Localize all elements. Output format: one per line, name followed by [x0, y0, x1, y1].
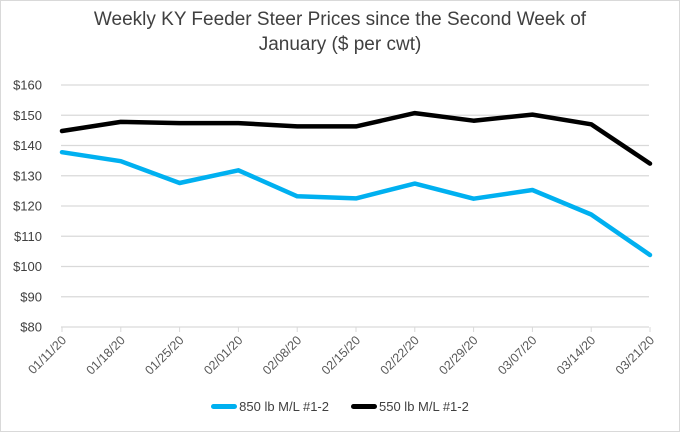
- x-tick-label: 02/01/20: [201, 333, 245, 377]
- x-tick-label: 02/08/20: [260, 333, 304, 377]
- x-tick-label: 02/15/20: [319, 333, 363, 377]
- series-line-850lb: [59, 149, 653, 258]
- y-tick-label: $160: [13, 78, 42, 93]
- y-tick-label: $90: [20, 289, 42, 304]
- x-tick-label: 02/22/20: [378, 333, 422, 377]
- x-tick-label: 01/11/20: [25, 333, 69, 377]
- y-tick-label: $110: [14, 229, 42, 244]
- x-tick-label: 02/29/20: [436, 333, 480, 377]
- legend-swatch-550lb: [351, 404, 377, 409]
- chart-title-line-1: Weekly KY Feeder Steer Prices since the …: [93, 9, 587, 30]
- series-lines: [59, 110, 653, 258]
- y-tick-label: $120: [13, 199, 42, 214]
- y-axis: $80 $90 $100 $110 $120 $130 $140 $150 $160: [13, 78, 42, 335]
- y-tick-label: $150: [13, 108, 42, 123]
- x-axis: 01/11/20 01/18/20 01/25/20 02/01/20 02/08/20…: [25, 327, 657, 378]
- y-tick-label: $80: [20, 320, 42, 335]
- x-tick-label: 03/07/20: [495, 333, 539, 377]
- legend-swatch-850lb: [211, 404, 238, 409]
- legend-item-850lb: 850 lb M/L #1-2: [211, 399, 329, 414]
- legend: 850 lb M/L #1-2 550 lb M/L #1-2: [1, 399, 679, 414]
- legend-item-550lb: 550 lb M/L #1-2: [351, 399, 469, 414]
- x-tick-label: 03/14/20: [554, 333, 598, 377]
- chart-title: Weekly KY Feeder Steer Prices since the …: [1, 7, 679, 57]
- y-tick-label: $130: [13, 168, 42, 183]
- y-tick-label: $100: [13, 259, 42, 274]
- chart-title-line-2: January ($ per cwt): [258, 34, 422, 55]
- x-tick-label: 01/18/20: [84, 333, 128, 377]
- x-tick-label: 01/25/20: [142, 333, 186, 377]
- series-line-550lb: [59, 110, 653, 166]
- legend-label-850lb: 850 lb M/L #1-2: [239, 399, 329, 414]
- legend-label-550lb: 550 lb M/L #1-2: [379, 399, 469, 414]
- y-tick-label: $140: [13, 138, 42, 153]
- x-tick-label: 03/21/20: [613, 333, 657, 377]
